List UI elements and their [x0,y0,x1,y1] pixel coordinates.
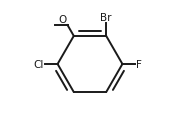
Text: Br: Br [100,13,112,23]
Text: F: F [136,60,142,69]
Text: Cl: Cl [33,60,44,69]
Text: O: O [59,15,67,25]
